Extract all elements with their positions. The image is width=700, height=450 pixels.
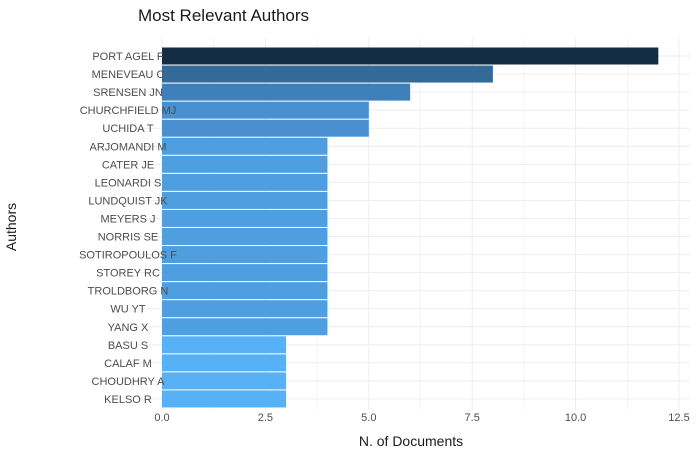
bar <box>162 47 659 65</box>
y-tick-label: KELSO R <box>104 394 152 406</box>
bar <box>162 209 328 227</box>
y-tick-label: CATER JE <box>102 159 154 171</box>
y-tick-label: LUNDQUIST JK <box>88 195 168 207</box>
x-tick-labels: 0.0 2.5 5.0 7.5 10.0 12.5 <box>154 412 689 424</box>
bar <box>162 300 328 318</box>
x-tick-label: 7.5 <box>465 412 480 424</box>
y-tick-label: UCHIDA T <box>102 123 153 135</box>
y-tick-label: SRENSEN JN <box>93 87 163 99</box>
bar <box>162 83 411 101</box>
y-tick-label: NORRIS SE <box>98 232 159 244</box>
x-tick-label: 5.0 <box>361 412 376 424</box>
y-tick-label: TROLDBORG N <box>88 286 169 298</box>
x-axis-title: N. of Documents <box>359 433 463 449</box>
bar <box>162 65 493 83</box>
y-tick-label: YANG X <box>108 322 149 334</box>
x-tick-label: 10.0 <box>565 412 586 424</box>
y-tick-labels: PORT AGEL F MENEVEAU C SRENSEN JN CHURCHFIE… <box>79 51 177 406</box>
y-tick-label: ARJOMANDI M <box>90 141 167 153</box>
y-tick-label: PORT AGEL F <box>92 51 164 63</box>
bar <box>162 336 287 354</box>
bar <box>162 264 328 282</box>
bar <box>162 137 328 155</box>
bar <box>162 173 328 191</box>
y-tick-label: CHOUDHRY A <box>92 376 166 388</box>
bar <box>162 119 369 137</box>
y-tick-label: MENEVEAU C <box>92 69 165 81</box>
bar <box>162 318 328 336</box>
y-tick-label: STOREY RC <box>96 268 160 280</box>
y-tick-label: CHURCHFIELD MJ <box>80 105 177 117</box>
y-tick-label: SOTIROPOULOS F <box>79 250 177 262</box>
x-tick-label: 12.5 <box>668 412 689 424</box>
x-tick-label: 2.5 <box>258 412 273 424</box>
bar <box>162 354 287 372</box>
y-axis-title: Authors <box>3 203 19 251</box>
bar <box>162 282 328 300</box>
x-tick-label: 0.0 <box>154 412 169 424</box>
bar <box>162 155 328 173</box>
bars <box>162 47 659 408</box>
y-tick-label: LEONARDI S <box>95 177 162 189</box>
bar <box>162 228 328 245</box>
y-tick-label: BASU S <box>108 340 148 352</box>
bar <box>162 390 287 408</box>
y-tick-label: CALAF M <box>104 358 152 370</box>
bar <box>162 372 287 390</box>
bar <box>162 246 328 264</box>
y-tick-label: WU YT <box>110 304 146 316</box>
y-tick-label: MEYERS J <box>100 213 155 225</box>
bar <box>162 101 369 119</box>
chart-title: Most Relevant Authors <box>138 6 310 25</box>
bar <box>162 191 328 209</box>
